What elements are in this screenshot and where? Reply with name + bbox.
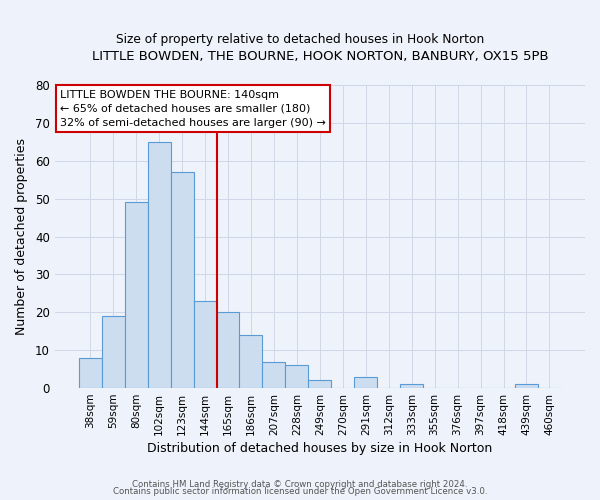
Bar: [170, 172, 194, 388]
Text: Contains HM Land Registry data © Crown copyright and database right 2024.: Contains HM Land Registry data © Crown c…: [132, 480, 468, 489]
Bar: [308, 380, 331, 388]
Text: Contains public sector information licensed under the Open Government Licence v3: Contains public sector information licen…: [113, 487, 487, 496]
Bar: [515, 384, 538, 388]
Bar: [286, 366, 308, 388]
Text: LITTLE BOWDEN THE BOURNE: 140sqm
← 65% of detached houses are smaller (180)
32% : LITTLE BOWDEN THE BOURNE: 140sqm ← 65% o…: [60, 90, 326, 128]
Bar: [148, 142, 170, 388]
Bar: [217, 312, 239, 388]
Bar: [239, 335, 262, 388]
Y-axis label: Number of detached properties: Number of detached properties: [15, 138, 28, 335]
Text: Size of property relative to detached houses in Hook Norton: Size of property relative to detached ho…: [116, 32, 484, 46]
Bar: [262, 362, 286, 388]
Bar: [400, 384, 423, 388]
Bar: [102, 316, 125, 388]
Bar: [194, 301, 217, 388]
X-axis label: Distribution of detached houses by size in Hook Norton: Distribution of detached houses by size …: [147, 442, 493, 455]
Bar: [125, 202, 148, 388]
Bar: [79, 358, 102, 388]
Bar: [354, 376, 377, 388]
Title: LITTLE BOWDEN, THE BOURNE, HOOK NORTON, BANBURY, OX15 5PB: LITTLE BOWDEN, THE BOURNE, HOOK NORTON, …: [92, 50, 548, 63]
